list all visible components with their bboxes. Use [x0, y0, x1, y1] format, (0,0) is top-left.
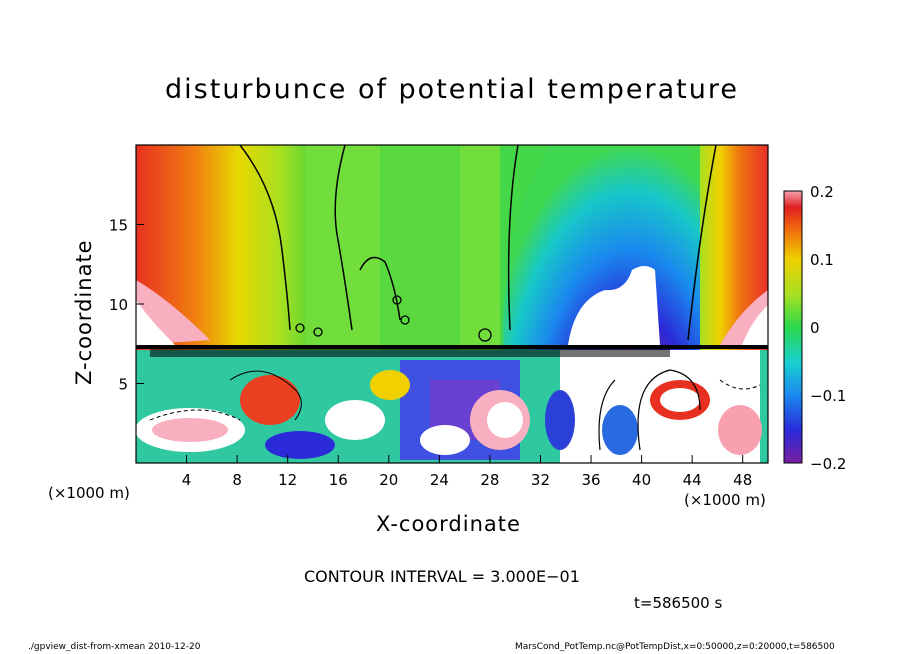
- x-tick-label: 24: [430, 471, 449, 489]
- colorbar-tick-label: −0.1: [810, 387, 846, 405]
- y-tick-label: 5: [118, 376, 128, 394]
- x-unit-right: (×1000 m): [684, 491, 766, 509]
- x-axis-ticks: 4 8 12 16 20 24 28 32 36 40 44 48: [182, 455, 752, 489]
- colorbar-tick-label: 0: [810, 319, 820, 337]
- x-tick-label: 44: [683, 471, 702, 489]
- x-tick-label: 12: [278, 471, 297, 489]
- footer-left: ./gpview_dist-from-xmean 2010-12-20: [28, 642, 201, 652]
- contour-interval-label: CONTOUR INTERVAL = 3.000E−01: [304, 567, 580, 586]
- x-tick-label: 48: [733, 471, 752, 489]
- x-tick-label: 16: [329, 471, 348, 489]
- colorbar-tick-label: 0.1: [810, 251, 834, 269]
- x-unit-left: (×1000 m): [48, 484, 130, 502]
- colorbar-ticks: 0.2 0.1 0 −0.1 −0.2: [810, 183, 846, 473]
- x-axis-label: X-coordinate: [376, 512, 521, 536]
- footer-right: MarsCond_PotTemp.nc@PotTempDist,x=0:5000…: [515, 642, 835, 652]
- x-tick-label: 8: [232, 471, 242, 489]
- heatmap-field: [136, 145, 768, 463]
- colorbar-tick-label: −0.2: [810, 455, 846, 473]
- colorbar-tick-label: 0.2: [810, 183, 834, 201]
- x-tick-label: 36: [581, 471, 600, 489]
- time-label: t=586500 s: [634, 594, 723, 612]
- colorbar: [783, 190, 803, 464]
- y-tick-label: 15: [109, 217, 128, 235]
- x-tick-label: 40: [632, 471, 651, 489]
- y-tick-label: 10: [109, 296, 128, 314]
- x-tick-label: 20: [379, 471, 398, 489]
- x-tick-label: 32: [531, 471, 550, 489]
- x-tick-label: 4: [182, 471, 192, 489]
- y-axis-label: Z-coordinate: [72, 239, 96, 385]
- chart-title: disturbunce of potential temperature: [165, 74, 739, 105]
- y-axis-ticks: 5 10 15: [109, 217, 144, 394]
- x-tick-label: 28: [480, 471, 499, 489]
